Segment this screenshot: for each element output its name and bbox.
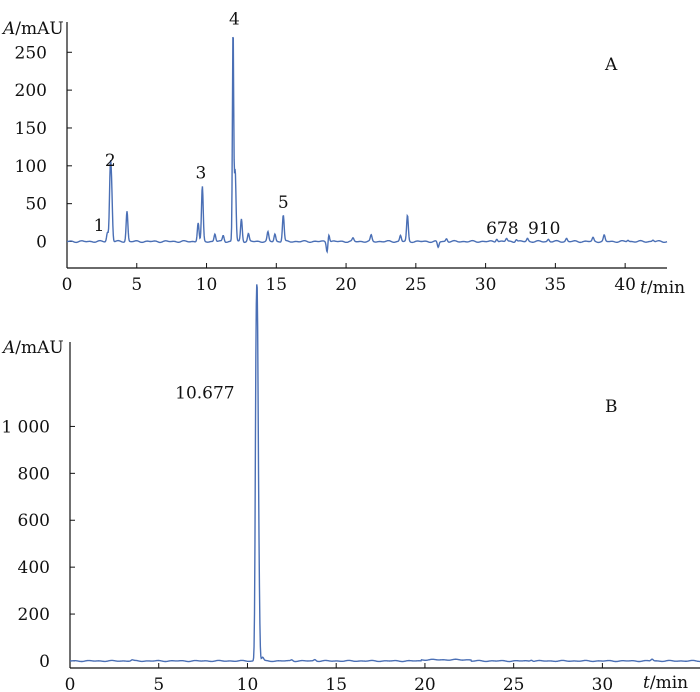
panel-b-x-tick-label: 0 xyxy=(65,675,76,692)
panel-a-ylabel-unit: /mAU xyxy=(15,19,63,39)
panel-b-y-tick-label: 0 xyxy=(39,652,50,672)
panel-a-peak-label: 3 xyxy=(196,164,207,184)
panel-b-peak-label: 10.677 xyxy=(175,383,234,403)
panel-a-x-tick-label: 5 xyxy=(131,275,142,295)
panel-b-trace-group xyxy=(70,284,700,663)
panel-b-xlabel: t/min xyxy=(643,673,688,692)
panel-b-x-tick-label: 20 xyxy=(414,675,436,692)
panel-a-peak-label: 2 xyxy=(105,151,116,171)
panel-a-x-tick-label: 20 xyxy=(335,275,357,295)
panel-a-y-tick-label: 50 xyxy=(25,195,47,215)
panel-a-label: A xyxy=(604,55,618,75)
panel-a-trace xyxy=(66,36,668,254)
panel-b-x-tick-label: 5 xyxy=(153,675,164,692)
panel-b-ticks: 0 5 10 15 20 25 30 0 200 400 600 800 1 000 xyxy=(1,417,613,692)
panel-a-peak-labels: 1 2 3 4 5 678 910 xyxy=(94,9,561,239)
panel-a-peak-label: 678 xyxy=(486,219,518,239)
panel-b-y-tick-label: 200 xyxy=(18,605,50,625)
panel-a-x-tick-label: 15 xyxy=(265,275,287,295)
panel-a-x-tick-label: 30 xyxy=(475,275,497,295)
panel-b-ylabel-unit: /mAU xyxy=(15,338,63,358)
panel-a-ylabel: A/mAU xyxy=(1,19,64,39)
panel-a-peak-label: 1 xyxy=(94,216,105,236)
panel-a-axes xyxy=(66,22,667,269)
panel-a-trace-group xyxy=(66,36,668,254)
panel-a-peak-label: 910 xyxy=(528,219,560,239)
panel-a-y-tick-label: 150 xyxy=(15,119,47,139)
panel-a-xlabel-var: t xyxy=(640,278,647,298)
panel-b-ylabel-var: A xyxy=(1,338,15,358)
panel-a-x-tick-label: 25 xyxy=(405,275,427,295)
panel-b-axes xyxy=(69,342,700,669)
panel-b-trace xyxy=(70,284,700,663)
panel-b-y-tick-label: 800 xyxy=(18,464,50,484)
panel-a-ylabel-var: A xyxy=(1,19,15,39)
panel-a-x-tick-label: 0 xyxy=(62,275,73,295)
panel-a-xlabel-unit: /min xyxy=(647,278,685,298)
panel-a-y-tick-label: 250 xyxy=(15,43,47,63)
panel-b-peak-labels: 10.677 xyxy=(175,383,234,403)
panel-b-ylabel: A/mAU xyxy=(1,338,64,358)
panel-b-x-tick-label: 15 xyxy=(325,675,347,692)
panel-b-y-tick-label: 600 xyxy=(18,511,50,531)
panel-a-y-tick-label: 200 xyxy=(15,81,47,101)
panel-b-x-tick-label: 25 xyxy=(503,675,525,692)
panel-a-x-tick-label: 10 xyxy=(196,275,218,295)
chromatogram-panel-b: A/mAU t/min B 0 5 10 15 20 25 30 0 200 400 600 800 1… xyxy=(1,284,700,692)
chromatogram-panel-a: A/mAU t/min A 0 5 10 15 20 25 30 35 400501001502… xyxy=(1,9,685,298)
panel-a-y-tick-label: 0 xyxy=(36,233,47,253)
panel-a-x-tick-label: 40 xyxy=(614,275,636,295)
panel-b-x-tick-label: 30 xyxy=(592,675,614,692)
panel-a-xlabel: t/min xyxy=(640,278,685,298)
panel-a-peak-label: 5 xyxy=(278,193,289,213)
panel-b-label: B xyxy=(605,397,618,417)
panel-b-y-tick-label: 400 xyxy=(18,558,50,578)
panel-b-xlabel-unit: /min xyxy=(650,673,688,692)
panel-b-y-tick-label: 1 000 xyxy=(1,417,50,437)
panel-b-xlabel-var: t xyxy=(643,673,650,692)
panel-a-x-tick-label: 35 xyxy=(545,275,567,295)
panel-a-peak-label: 4 xyxy=(229,9,240,29)
panel-b-x-tick-label: 10 xyxy=(237,675,259,692)
panel-a-y-tick-label: 100 xyxy=(15,157,47,177)
